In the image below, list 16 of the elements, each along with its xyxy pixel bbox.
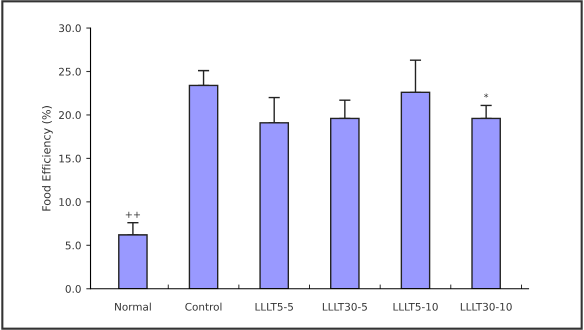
y-tick-label: 5.0 [66,242,81,250]
y-tick-label: 20.0 [59,111,81,120]
x-tick-label: Control [185,302,222,311]
y-tick-label: 0.0 [66,284,81,293]
x-tick-label: Normal [115,302,151,311]
y-tick-label: 30.0 [59,24,81,32]
y-tick-label: 25.0 [59,68,81,76]
y-tick-label: 10.0 [59,198,81,206]
x-tick-label: LLLT5-5 [256,302,293,311]
annotation: ++ [126,212,140,218]
annotation: * [484,93,488,98]
x-tick-label: LLLT30-10 [460,302,512,311]
x-tick-label: LLLT5-10 [394,302,438,311]
y-tick-label: 15.0 [59,154,81,163]
y-axis-title: Food Efficiency (%) [42,106,53,211]
x-tick-label: LLLT30-5 [322,302,367,311]
